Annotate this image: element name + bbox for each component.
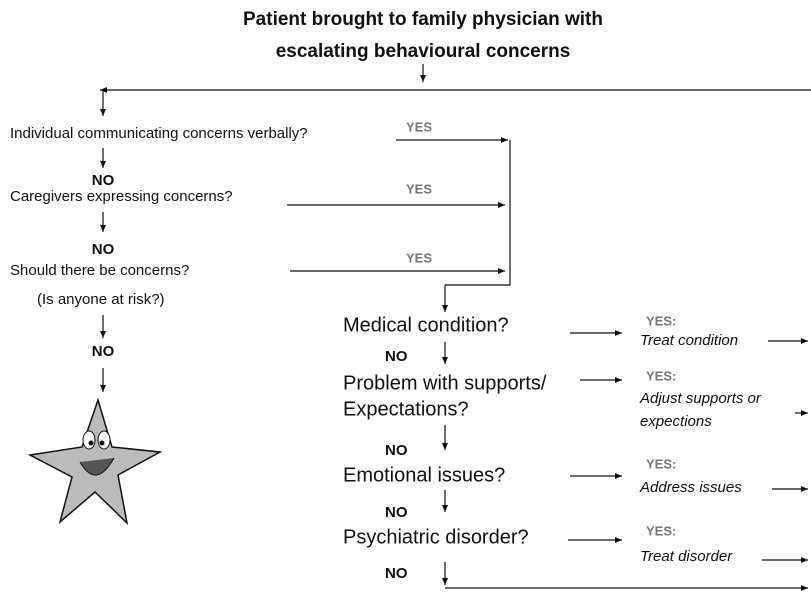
title-line: escalating behavioural concerns <box>276 41 571 62</box>
action: Address issues <box>639 479 742 496</box>
question: Medical condition? <box>343 314 509 336</box>
eye <box>83 431 95 449</box>
title-line: Patient brought to family physician with <box>243 9 603 30</box>
yes-label: YES: <box>646 456 676 471</box>
yes-label: YES <box>406 250 432 265</box>
question: Caregivers expressing concerns? <box>10 188 233 205</box>
no-label: NO <box>385 565 408 582</box>
flowchart: Patient brought to family physician with… <box>0 0 811 592</box>
pupil <box>89 441 94 446</box>
action: Treat condition <box>640 332 738 349</box>
action: expections <box>640 413 712 430</box>
no-label: NO <box>92 241 115 258</box>
yes-label: YES: <box>646 523 676 538</box>
question: Expectations? <box>343 398 469 420</box>
no-label: NO <box>385 348 408 365</box>
yes-label: YES <box>406 181 432 196</box>
risk-note: (Is anyone at risk?) <box>37 291 165 308</box>
action: Adjust supports or <box>639 390 762 407</box>
question: Should there be concerns? <box>10 262 189 279</box>
star-character <box>30 400 160 523</box>
question: Individual communicating concerns verbal… <box>10 125 308 142</box>
yes-label: YES: <box>646 368 676 383</box>
eye <box>98 431 110 449</box>
yes-label: YES: <box>646 313 676 328</box>
connector <box>445 140 510 285</box>
no-label: NO <box>385 504 408 521</box>
no-label: NO <box>92 172 115 189</box>
question: Problem with supports/ <box>343 372 547 394</box>
action: Treat disorder <box>640 548 733 565</box>
question: Psychiatric disorder? <box>343 526 529 548</box>
pupil <box>100 441 105 446</box>
no-label: NO <box>385 442 408 459</box>
yes-label: YES <box>406 119 432 134</box>
no-label: NO <box>92 343 115 360</box>
question: Emotional issues? <box>343 464 505 486</box>
